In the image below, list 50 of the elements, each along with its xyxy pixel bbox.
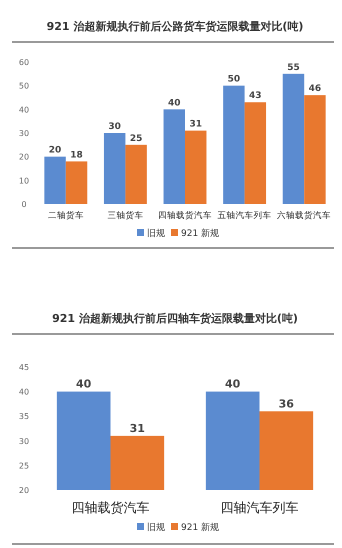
y-tick-label: 20 [18, 486, 30, 495]
x-tick-label: 五轴汽车列车 [218, 210, 272, 221]
bar [244, 102, 266, 204]
y-tick-label: 45 [18, 363, 30, 372]
y-tick-label: 40 [18, 388, 30, 397]
legend-label: 旧规 [147, 228, 165, 239]
bar [164, 109, 185, 204]
bar [104, 133, 126, 204]
data-label: 40 [168, 98, 181, 108]
data-label: 18 [70, 150, 83, 160]
x-tick-label: 六轴载货汽车 [277, 210, 332, 221]
data-label: 31 [130, 422, 145, 435]
y-tick-label: 20 [18, 152, 30, 162]
y-tick-label: 50 [18, 82, 30, 91]
y-tick-label: 0 [21, 200, 27, 209]
legend-label: 旧规 [147, 522, 165, 533]
data-label: 40 [76, 378, 92, 391]
y-tick-label: 60 [18, 58, 30, 67]
data-label: 36 [278, 397, 294, 410]
y-tick-label: 10 [18, 176, 30, 186]
legend-label: 921 新规 [181, 228, 220, 239]
data-label: 20 [48, 146, 62, 156]
y-tick-label: 40 [18, 105, 30, 114]
bar [185, 130, 206, 204]
x-tick-label: 三轴货车 [107, 210, 144, 221]
y-tick-label: 25 [18, 461, 30, 470]
data-label: 46 [308, 84, 322, 94]
bar [304, 95, 326, 204]
data-label: 43 [249, 91, 262, 102]
y-tick-label: 35 [18, 412, 30, 422]
chart-title: 921 治超新规执行前后公路货车货运限载量对比(吨) [46, 20, 304, 33]
data-label: 30 [108, 122, 121, 132]
data-label: 50 [228, 74, 240, 85]
x-tick-label: 四轴载货汽车 [72, 501, 150, 516]
bar [223, 86, 245, 204]
bar [66, 161, 88, 204]
chart-title: 921 治超新规执行前后四轴车货运限载量对比(吨) [52, 312, 298, 325]
data-label: 40 [225, 378, 241, 391]
data-label: 31 [189, 120, 202, 130]
x-tick-label: 二轴货车 [48, 210, 84, 221]
bar [125, 144, 147, 204]
data-label: 25 [130, 134, 142, 144]
y-tick-label: 30 [18, 129, 30, 138]
x-tick-label: 四轴汽车列车 [220, 501, 298, 516]
y-tick-label: 30 [18, 436, 30, 446]
legend-label: 921 新规 [181, 522, 220, 533]
x-tick-label: 四轴载货汽车 [158, 210, 212, 221]
data-label: 55 [287, 62, 300, 73]
bar [44, 156, 66, 204]
bar [282, 74, 304, 204]
